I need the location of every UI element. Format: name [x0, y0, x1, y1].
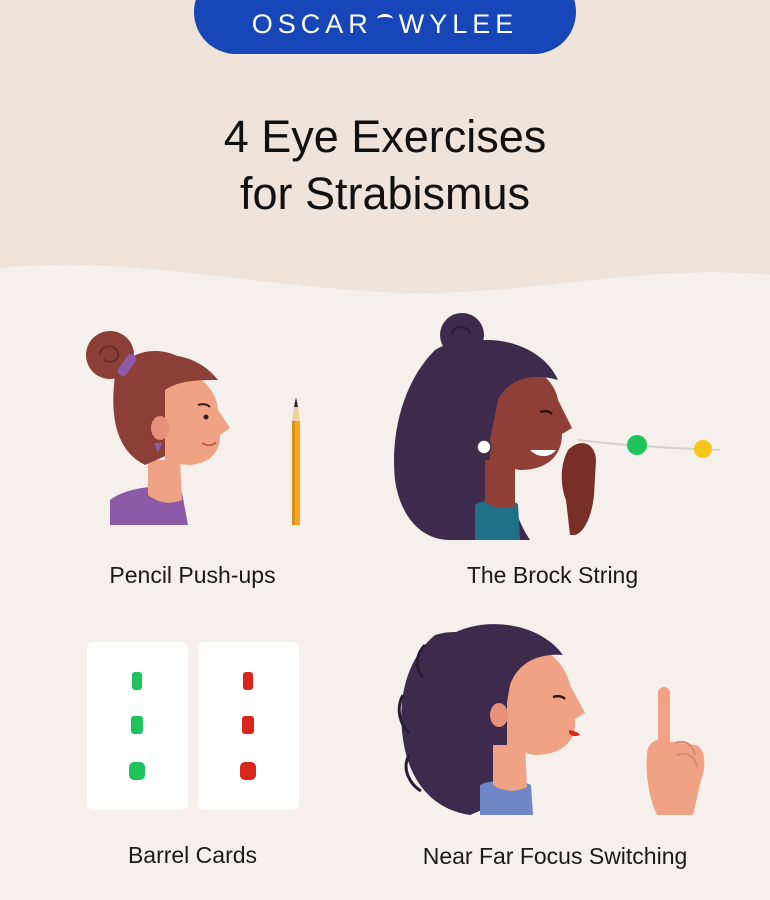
red-dot-large: [240, 762, 256, 780]
barrel-card-green: [87, 642, 188, 810]
header-band: [0, 0, 770, 294]
title-line-1: 4 Eye Exercises: [223, 111, 547, 162]
face-icon: [507, 643, 585, 755]
ear-icon: [490, 703, 508, 727]
brand-logo[interactable]: OSCAR WYLEE: [194, 0, 576, 54]
hand-icon: [561, 443, 596, 535]
eye-icon: [539, 409, 553, 415]
pencil-icon: [292, 397, 300, 525]
green-dot-large: [129, 762, 145, 780]
eye-icon: [552, 694, 566, 700]
green-bead-icon: [627, 435, 647, 455]
exercise-label-near-far-focus: Near Far Focus Switching: [422, 843, 688, 869]
page-title: 4 Eye Exercises for Strabismus: [0, 108, 770, 222]
collar-icon: [475, 499, 520, 540]
pencil-pushups-illustration: [86, 331, 300, 525]
title-line-2: for Strabismus: [239, 168, 531, 219]
exercise-label-barrel-cards: Barrel Cards: [127, 842, 258, 868]
face-icon: [165, 369, 230, 465]
near-far-focus-illustration: [397, 624, 705, 825]
exercise-label-pencil-pushups: Pencil Push-ups: [109, 562, 276, 588]
ear-icon: [151, 416, 169, 440]
logo-separator-icon: [376, 13, 393, 24]
barrel-card-red: [198, 642, 299, 810]
logo-text-right: WYLEE: [398, 9, 519, 39]
exercise-label-brock-string: The Brock String: [466, 562, 639, 588]
face-icon: [490, 362, 572, 470]
green-dot-medium: [131, 716, 143, 734]
brock-string-illustration: [394, 313, 721, 540]
green-dot-small: [132, 672, 142, 690]
earring-icon: [476, 439, 492, 455]
pointing-hand-icon: [646, 687, 705, 825]
red-dot-small: [243, 672, 253, 690]
logo-text-left: OSCAR: [251, 9, 373, 39]
yellow-bead-icon: [694, 440, 712, 458]
red-dot-medium: [242, 716, 254, 734]
eye-icon: [203, 414, 209, 420]
